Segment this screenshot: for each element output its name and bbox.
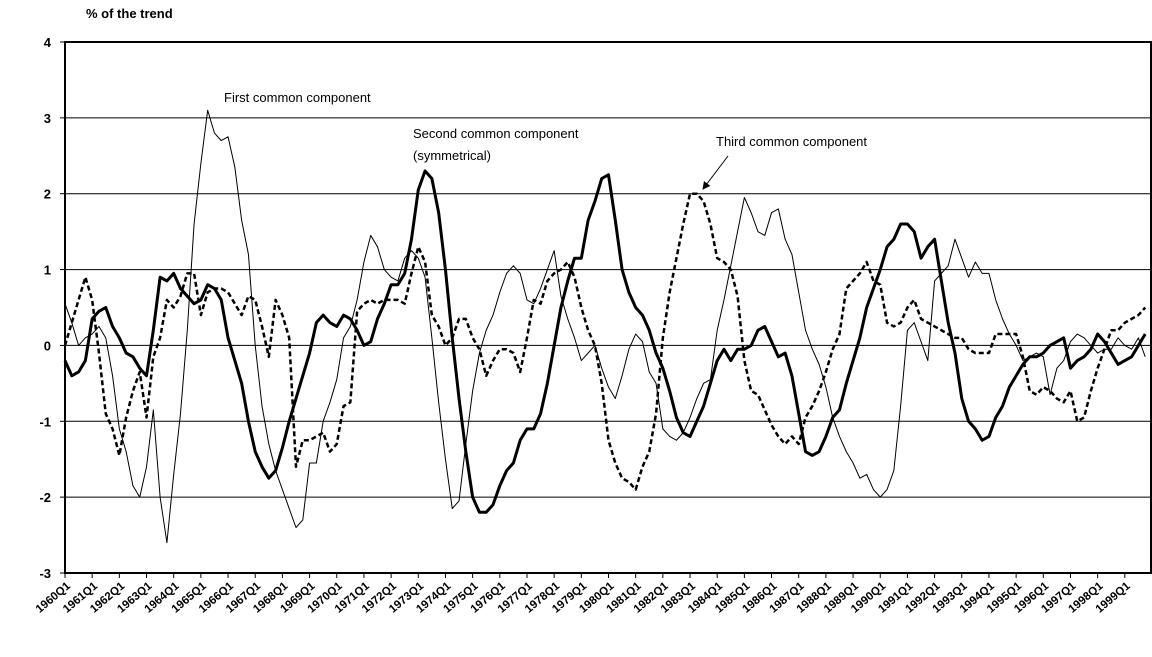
y-tick-label: 2 bbox=[44, 187, 51, 202]
y-tick-label: 4 bbox=[44, 35, 52, 50]
series-label: Third common component bbox=[716, 134, 867, 149]
series-label: First common component bbox=[224, 90, 371, 105]
y-tick-label: 3 bbox=[44, 111, 51, 126]
y-tick-label: 1 bbox=[44, 263, 51, 278]
y-tick-label: 0 bbox=[44, 338, 51, 353]
plot-frame bbox=[64, 41, 1152, 574]
series-label: Second common component (symmetrical) bbox=[413, 126, 579, 163]
y-tick-label: -2 bbox=[39, 490, 51, 505]
y-axis-label: % of the trend bbox=[86, 6, 173, 21]
series-line bbox=[63, 169, 1147, 514]
series-line bbox=[64, 109, 1146, 544]
series-line bbox=[63, 192, 1147, 491]
y-tick-label: -1 bbox=[39, 414, 51, 429]
y-tick-label: -3 bbox=[39, 566, 51, 581]
annotation-arrow bbox=[702, 155, 729, 190]
